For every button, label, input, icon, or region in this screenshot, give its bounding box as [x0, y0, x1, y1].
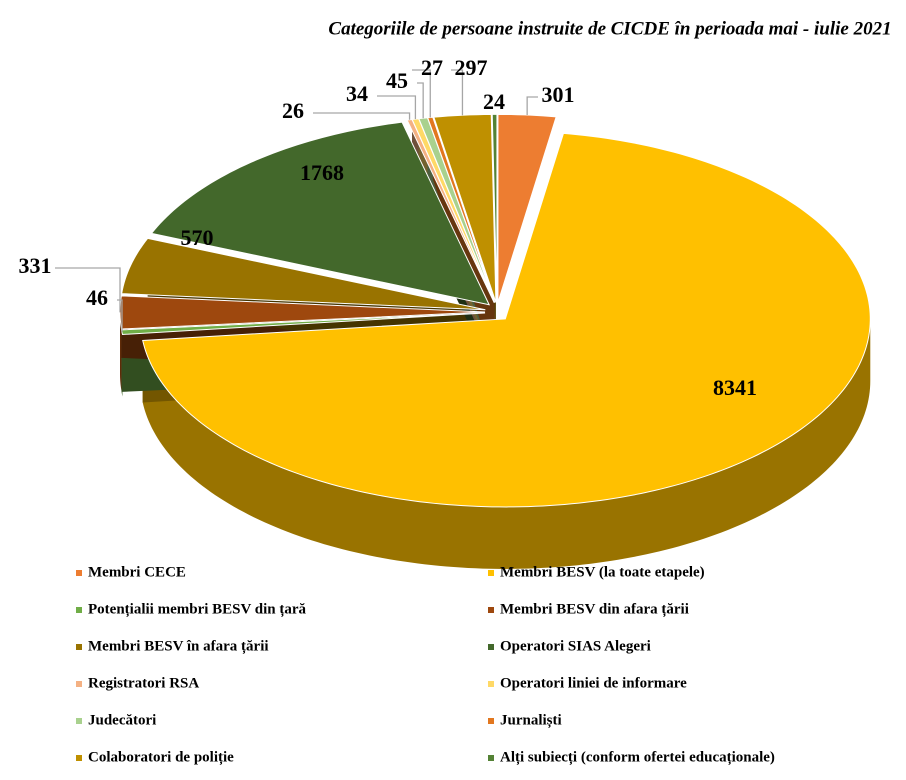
legend-label: Potențialii membri BESV din țară — [88, 601, 307, 617]
data-label: 26 — [282, 98, 304, 123]
data-label: 45 — [386, 68, 408, 93]
legend-marker — [76, 755, 82, 761]
legend-marker — [488, 755, 494, 761]
leader-line — [55, 267, 121, 313]
slice — [121, 237, 486, 311]
legend-marker — [76, 607, 82, 613]
data-label: 297 — [455, 55, 488, 80]
data-label: 24 — [483, 89, 505, 114]
data-label: 46 — [86, 285, 108, 310]
leader-line — [313, 112, 411, 120]
legend-label: Membri CECE — [88, 564, 186, 580]
legend-label: Membri BESV în afara țării — [88, 638, 269, 654]
slice-side — [142, 318, 871, 569]
legend-marker — [76, 644, 82, 650]
data-label: 1768 — [300, 160, 344, 185]
data-label: 34 — [346, 81, 368, 106]
slice-side — [120, 312, 122, 391]
legend-label: Judecători — [88, 712, 156, 728]
slice — [426, 116, 496, 303]
legend-marker — [76, 570, 82, 576]
slice — [120, 312, 486, 336]
legend-marker — [488, 681, 494, 687]
legend-label: Registratori RSA — [88, 675, 199, 691]
legend-marker — [488, 570, 494, 576]
data-label: 331 — [19, 253, 52, 278]
legend-marker — [488, 644, 494, 650]
legend-marker — [76, 718, 82, 724]
leader-line — [117, 299, 123, 333]
leader-line — [526, 96, 538, 116]
leader-line — [377, 95, 417, 120]
slice — [433, 113, 497, 303]
slice — [142, 132, 871, 508]
legend-marker — [76, 681, 82, 687]
legend-label: Operatori SIAS Alegeri — [500, 638, 651, 654]
leader-line — [417, 82, 424, 119]
data-label: 8341 — [713, 375, 757, 400]
legend-label: Colaboratori de poliție — [88, 749, 234, 765]
legend-label: Operatori liniei de informare — [500, 675, 687, 691]
legend-label: Membri BESV din afara țării — [500, 601, 689, 617]
leader-line — [451, 69, 464, 116]
slice — [150, 121, 491, 306]
data-label: 301 — [542, 82, 575, 107]
legend-label: Alți subiecți (conform ofertei educațion… — [500, 749, 775, 765]
slice — [497, 113, 557, 303]
legend-marker — [488, 607, 494, 613]
data-label: 27 — [421, 55, 443, 80]
slice — [491, 113, 498, 303]
data-label: 570 — [181, 225, 214, 250]
legend-label: Membri BESV (la toate etapele) — [500, 564, 705, 580]
legend-marker — [488, 718, 494, 724]
legend-label: Jurnaliști — [500, 712, 562, 728]
chart-title: Categoriile de persoane instruite de CIC… — [328, 18, 891, 39]
leader-line — [412, 69, 431, 118]
